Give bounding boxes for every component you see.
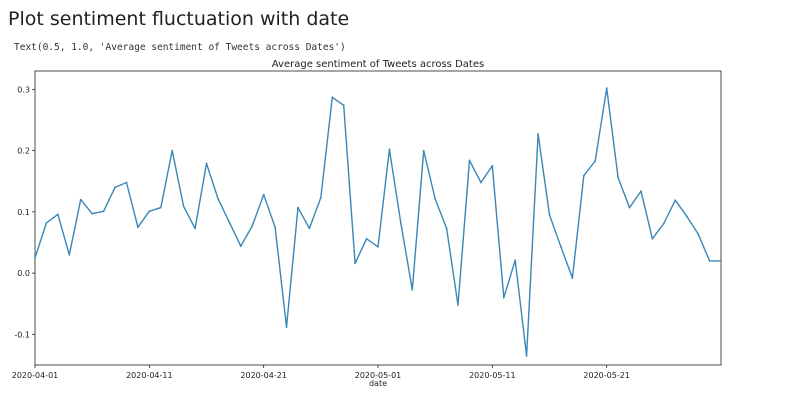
data-point xyxy=(365,237,368,240)
data-point xyxy=(502,296,505,299)
data-point xyxy=(582,174,585,177)
y-tick-label: 0.2 xyxy=(17,147,30,156)
data-point xyxy=(617,176,619,179)
data-point xyxy=(239,245,242,248)
data-point xyxy=(68,253,71,256)
series-line xyxy=(34,87,721,357)
data-point xyxy=(685,215,688,218)
data-point xyxy=(480,181,482,184)
y-tick-label: 0.0 xyxy=(17,269,30,278)
data-point xyxy=(159,206,162,209)
data-point xyxy=(79,198,82,201)
data-point xyxy=(114,186,116,189)
x-tick-label: 2020-04-21 xyxy=(240,371,287,380)
data-point xyxy=(171,149,174,152)
section-heading: Plot sentiment fluctuation with date xyxy=(8,8,350,30)
data-point xyxy=(388,148,391,151)
data-point xyxy=(354,262,356,265)
data-point xyxy=(57,213,59,216)
data-point xyxy=(148,210,151,213)
data-point xyxy=(400,222,402,225)
data-point xyxy=(342,104,345,107)
data-point xyxy=(182,205,185,208)
cell-output-text: Text(0.5, 1.0, 'Average sentiment of Twe… xyxy=(14,42,346,53)
data-point xyxy=(662,222,665,225)
data-point xyxy=(674,199,677,202)
data-point xyxy=(217,197,219,200)
data-point xyxy=(262,193,265,196)
data-point xyxy=(102,210,105,213)
y-tick-label: 0.1 xyxy=(17,208,30,217)
x-axis-label: date xyxy=(369,379,387,388)
data-point xyxy=(697,233,699,235)
data-point xyxy=(251,225,254,227)
data-point xyxy=(525,354,528,357)
data-point xyxy=(560,245,562,248)
y-axis: -0.1 0.0 0.1 0.2 0.3 xyxy=(14,85,35,339)
data-point xyxy=(34,256,36,259)
x-axis: 2020-04-01 2020-04-11 2020-04-21 2020-05-01… xyxy=(12,365,630,380)
y-tick-label: -0.1 xyxy=(14,330,30,339)
data-point xyxy=(640,190,642,193)
x-tick-label: 2020-04-01 xyxy=(12,371,59,380)
data-point xyxy=(514,259,517,262)
data-point xyxy=(548,214,551,216)
data-point xyxy=(297,206,299,209)
data-point xyxy=(319,196,322,199)
data-point xyxy=(537,133,539,135)
data-point xyxy=(434,198,437,200)
chart-title: Average sentiment of Tweets across Dates xyxy=(272,59,484,70)
plot-frame xyxy=(34,70,722,366)
data-point xyxy=(228,221,231,224)
data-point xyxy=(571,277,574,279)
data-point xyxy=(720,260,722,262)
data-point xyxy=(285,326,288,328)
data-point xyxy=(491,165,494,167)
data-point xyxy=(125,181,128,184)
data-points xyxy=(34,87,722,357)
data-point xyxy=(137,226,139,229)
data-point xyxy=(594,160,597,162)
data-point xyxy=(457,304,459,306)
data-point xyxy=(274,226,276,229)
data-point xyxy=(377,245,379,248)
data-point xyxy=(445,227,448,230)
x-tick-label: 2020-05-21 xyxy=(583,371,630,380)
x-tick-label: 2020-05-11 xyxy=(469,371,516,380)
data-point xyxy=(194,227,197,230)
data-point xyxy=(308,227,311,230)
data-point xyxy=(45,222,48,224)
data-point xyxy=(411,288,414,291)
data-point xyxy=(91,212,94,215)
y-tick-label: 0.3 xyxy=(17,85,30,94)
x-tick-label: 2020-05-01 xyxy=(355,371,402,380)
data-point xyxy=(205,162,208,165)
data-point xyxy=(468,159,471,162)
data-point xyxy=(605,87,608,90)
data-point xyxy=(331,96,334,99)
x-tick-label: 2020-04-11 xyxy=(126,371,173,380)
data-point xyxy=(651,237,654,240)
data-point xyxy=(708,260,711,262)
data-point xyxy=(422,149,425,152)
line-chart: Average sentiment of Tweets across Dates… xyxy=(12,59,722,388)
data-point xyxy=(628,206,631,209)
